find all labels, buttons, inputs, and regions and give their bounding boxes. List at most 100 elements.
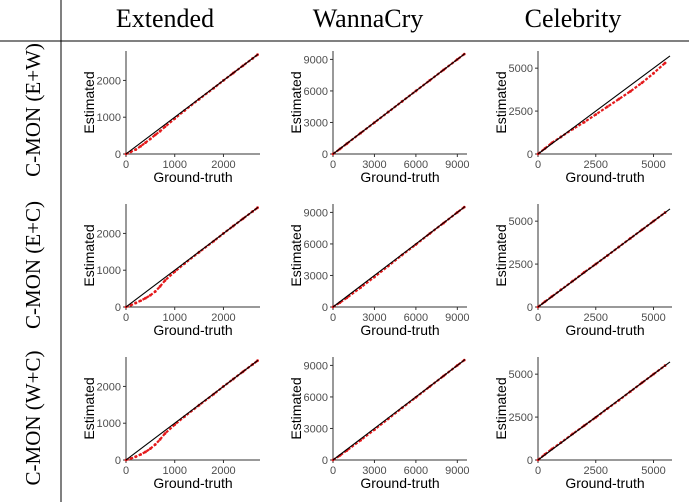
data-point: [153, 290, 157, 293]
y-tick-label: 0: [527, 149, 533, 161]
x-axis-label: Ground-truth: [153, 475, 232, 491]
identity-line: [537, 208, 671, 308]
y-tick-label: 0: [115, 455, 121, 467]
data-point: [139, 299, 143, 303]
data-point: [617, 97, 621, 101]
x-tick-label: 5000: [641, 312, 665, 324]
x-tick-label: 9000: [445, 159, 469, 171]
data-point: [139, 453, 143, 456]
x-tick-label: 2000: [211, 312, 235, 324]
panel-ec-wannacry: 0 3000 6000 9000 0 3000 6000 9000 Ground-truth Es…: [288, 204, 470, 338]
y-tick-label: 3000: [304, 117, 328, 129]
y-axis-label: Estimated: [288, 71, 304, 133]
identity-line: [125, 359, 259, 461]
y-tick-label: 6000: [304, 392, 328, 404]
y-tick-label: 2500: [509, 106, 533, 118]
x-axis-label: Ground-truth: [360, 322, 439, 338]
x-tick-label: 1000: [162, 465, 186, 477]
x-tick-label: 0: [123, 465, 129, 477]
x-tick-label: 2500: [584, 465, 608, 477]
y-tick-label: 0: [115, 149, 121, 161]
data-point: [153, 443, 157, 446]
x-axis-label: Ground-truth: [153, 322, 232, 338]
panel-wc-wannacry: 0 3000 6000 9000 0 3000 6000 9000 Ground-truth Es…: [288, 357, 470, 491]
y-tick-label: 9000: [304, 360, 328, 372]
data-point: [594, 113, 598, 116]
y-tick-label: 9000: [304, 207, 328, 219]
data-point: [139, 144, 143, 148]
y-tick-label: 6000: [304, 239, 328, 251]
y-axis-label: Estimated: [493, 71, 509, 133]
x-tick-label: 6000: [404, 312, 428, 324]
y-tick-label: 2000: [97, 75, 121, 87]
identity-line: [537, 55, 671, 155]
column-header-celebrity: Celebrity: [525, 4, 622, 33]
y-tick-label: 0: [322, 302, 328, 314]
x-tick-label: 3000: [362, 159, 386, 171]
x-tick-label: 0: [535, 159, 541, 171]
data-point: [158, 438, 162, 441]
x-axis-label: Ground-truth: [565, 475, 644, 491]
x-tick-label: 2000: [211, 159, 235, 171]
data-point: [640, 81, 644, 85]
y-tick-label: 2500: [509, 259, 533, 271]
y-tick-label: 0: [322, 455, 328, 467]
identity-line: [125, 206, 259, 308]
data-point: [582, 120, 586, 124]
x-tick-label: 0: [123, 159, 129, 171]
data-point: [663, 61, 667, 65]
identity-line: [332, 359, 466, 461]
y-tick-label: 0: [115, 302, 121, 314]
data-point: [134, 148, 138, 151]
identity-line: [332, 206, 466, 308]
y-tick-label: 2000: [97, 381, 121, 393]
identity-line: [537, 361, 671, 461]
y-axis-label: Estimated: [81, 224, 97, 286]
data-point: [148, 137, 152, 141]
data-point: [605, 105, 609, 109]
x-axis-label: Ground-truth: [360, 475, 439, 491]
y-tick-label: 2000: [97, 228, 121, 240]
x-tick-label: 2000: [211, 465, 235, 477]
y-axis-label: Estimated: [288, 377, 304, 439]
x-tick-label: 0: [330, 312, 336, 324]
column-header-wannacry: WannaCry: [313, 4, 424, 33]
y-axis-label: Estimated: [493, 224, 509, 286]
data-point: [144, 141, 147, 144]
data-point: [163, 432, 167, 435]
x-tick-label: 0: [535, 312, 541, 324]
y-tick-label: 2500: [509, 412, 533, 424]
x-tick-label: 1000: [162, 312, 186, 324]
data-point: [629, 89, 632, 93]
data-point: [163, 125, 167, 129]
y-axis-label: Estimated: [493, 377, 509, 439]
data-point: [153, 133, 157, 137]
x-tick-label: 9000: [445, 465, 469, 477]
identity-line: [125, 53, 259, 155]
y-tick-label: 0: [527, 302, 533, 314]
identity-line: [332, 53, 466, 155]
data-point: [148, 293, 152, 297]
data-point: [158, 285, 162, 288]
x-tick-label: 2500: [584, 159, 608, 171]
x-axis-label: Ground-truth: [565, 169, 644, 185]
x-tick-label: 0: [330, 159, 336, 171]
x-axis-label: Ground-truth: [360, 169, 439, 185]
x-tick-label: 5000: [641, 465, 665, 477]
row-header-ew: C-MON (E+W): [21, 43, 45, 177]
y-tick-label: 5000: [509, 369, 533, 381]
data-point: [134, 301, 138, 305]
row-header-wc: C-MON (W+C): [21, 351, 45, 486]
x-tick-label: 0: [330, 465, 336, 477]
data-point: [163, 279, 167, 282]
x-tick-label: 2500: [584, 312, 608, 324]
x-tick-label: 3000: [362, 465, 386, 477]
x-axis-label: Ground-truth: [565, 322, 644, 338]
